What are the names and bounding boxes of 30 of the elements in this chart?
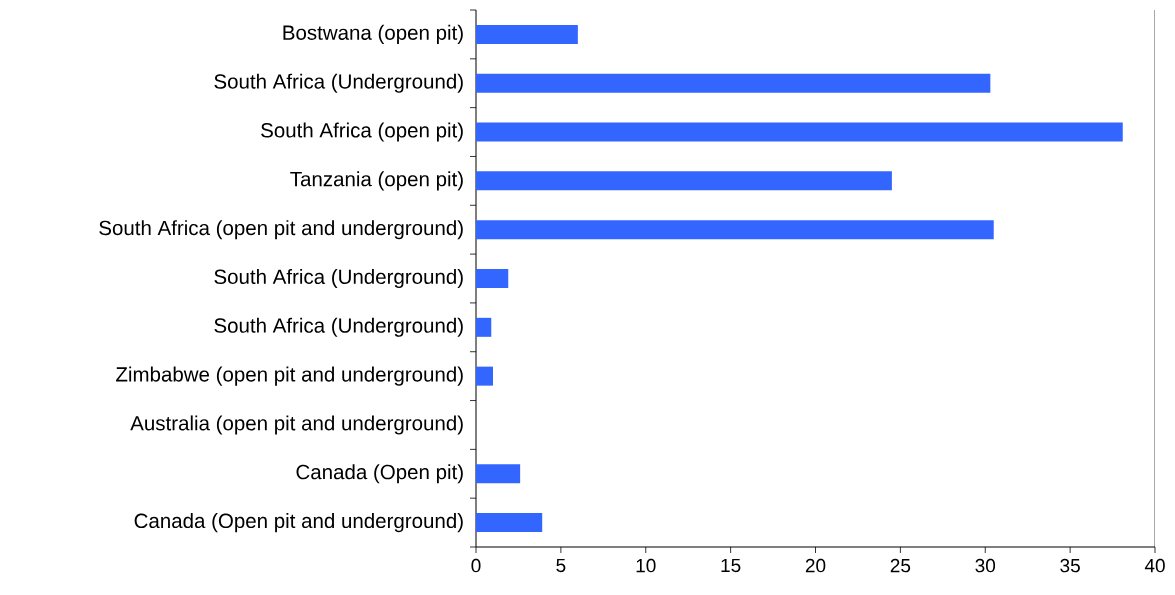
y-tick-label: South Africa (open pit and underground) (99, 220, 463, 240)
bar (476, 464, 521, 484)
y-tick-label: Bostwana (open pit) (283, 24, 463, 44)
y-tick-label: Australia (open pit and underground) (130, 415, 463, 435)
x-tick-label: 15 (721, 558, 741, 573)
x-tick-label: 40 (1144, 558, 1165, 573)
y-tick-label: Tanzania (open pit) (290, 171, 463, 191)
y-tick-label: South Africa (Underground) (214, 73, 463, 93)
x-tick-label: 20 (805, 558, 826, 573)
y-tick-label: Canada (Open pit) (296, 464, 463, 484)
bar (476, 220, 994, 240)
bar (476, 269, 509, 288)
y-tick-label: Zimbabwe (open pit and underground) (116, 366, 463, 386)
x-tick-label: 35 (1060, 558, 1080, 573)
y-tick-label: South Africa (Underground) (214, 317, 463, 337)
bar (476, 513, 543, 533)
bar (476, 122, 1123, 142)
y-tick-label: Canada (Open pit and underground) (134, 513, 463, 533)
bar (476, 171, 892, 191)
x-tick-label: 5 (556, 558, 566, 573)
bar (476, 317, 492, 337)
bar (476, 366, 493, 386)
x-tick-label: 10 (636, 558, 656, 573)
bar (476, 73, 991, 93)
x-tick-label: 30 (975, 558, 996, 573)
x-tick-label: 25 (890, 558, 911, 573)
y-tick-label: South Africa (Underground) (214, 268, 463, 289)
y-tick-label: South Africa (open pit) (261, 122, 463, 142)
bar (476, 24, 578, 44)
x-tick-label: 0 (471, 558, 481, 573)
